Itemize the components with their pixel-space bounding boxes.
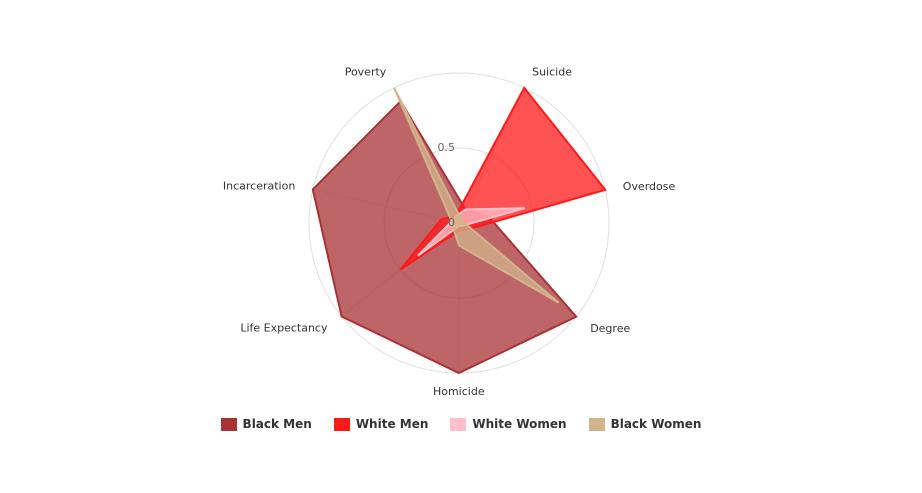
legend-swatch bbox=[220, 417, 237, 431]
tick-label-1: 0.5 bbox=[438, 141, 456, 154]
legend: Black Men White Men White Women Black Women bbox=[0, 417, 922, 431]
axis-label-degree: Degree bbox=[590, 322, 630, 335]
series-layer bbox=[311, 86, 608, 375]
axis-label-overdose: Overdose bbox=[623, 180, 676, 193]
axis-label-suicide: Suicide bbox=[532, 66, 572, 79]
legend-item-black-men[interactable]: Black Men bbox=[220, 417, 312, 431]
legend-item-black-women[interactable]: Black Women bbox=[588, 417, 702, 431]
legend-item-white-men[interactable]: White Men bbox=[333, 417, 429, 431]
axis-label-incarceration: Incarceration bbox=[223, 179, 295, 192]
legend-label: Black Women bbox=[610, 417, 702, 431]
legend-swatch bbox=[450, 417, 467, 431]
legend-swatch bbox=[333, 417, 350, 431]
tick-label-0: 0 bbox=[448, 216, 455, 229]
legend-label: Black Men bbox=[242, 417, 312, 431]
axis-label-life-expectancy: Life Expectancy bbox=[240, 322, 328, 335]
legend-label: White Women bbox=[472, 417, 567, 431]
legend-item-white-women[interactable]: White Women bbox=[450, 417, 567, 431]
axis-label-homicide: Homicide bbox=[433, 385, 485, 398]
series-black-women-area[interactable] bbox=[393, 87, 560, 304]
axis-label-poverty: Poverty bbox=[345, 66, 387, 79]
legend-label: White Men bbox=[355, 417, 429, 431]
legend-swatch bbox=[588, 417, 605, 431]
labels-layer: Suicide Overdose Degree Homicide Life Expect… bbox=[223, 66, 676, 399]
